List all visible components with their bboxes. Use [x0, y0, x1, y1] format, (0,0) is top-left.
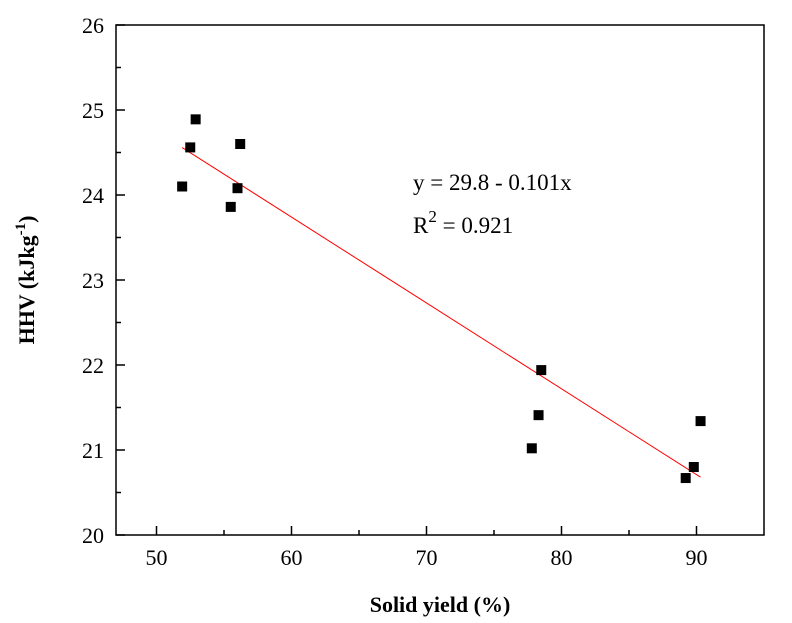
x-tick-label: 90 [686, 545, 708, 570]
x-tick-label: 50 [146, 545, 168, 570]
data-point [536, 365, 547, 376]
data-point [177, 181, 188, 192]
y-tick-label: 26 [82, 13, 104, 38]
data-points [177, 114, 706, 484]
regression-line [181, 147, 701, 478]
data-point [190, 114, 201, 125]
data-point [695, 416, 706, 427]
data-point [232, 183, 243, 194]
y-axis-title: HHV (kJkg-1) [13, 216, 39, 345]
data-point [688, 462, 699, 472]
y-tick-label: 23 [82, 268, 104, 293]
axis-tick-labels: 50 60 70 80 90 20 21 22 23 24 25 26 [82, 13, 708, 570]
y-tick-label: 21 [82, 438, 104, 463]
axis-ticks [116, 24, 698, 536]
data-point [680, 473, 691, 484]
regression-line-group [181, 147, 701, 478]
data-point [185, 142, 196, 153]
plot-frame [115, 24, 765, 536]
x-tick-label: 70 [416, 545, 438, 570]
x-axis-title: Solid yield (%) [370, 592, 511, 617]
data-point [533, 410, 544, 421]
y-tick-label: 24 [82, 183, 104, 208]
y-tick-label: 20 [82, 523, 104, 548]
regression-equation: y = 29.8 - 0.101x [413, 170, 572, 195]
r-squared-label: R2 = 0.921 [413, 207, 513, 238]
y-tick-label: 22 [82, 353, 104, 378]
y-tick-label: 25 [82, 98, 104, 123]
data-point [235, 139, 246, 149]
data-point [225, 201, 236, 212]
x-tick-label: 80 [551, 545, 573, 570]
x-tick-label: 60 [281, 545, 303, 570]
data-point [526, 443, 537, 454]
